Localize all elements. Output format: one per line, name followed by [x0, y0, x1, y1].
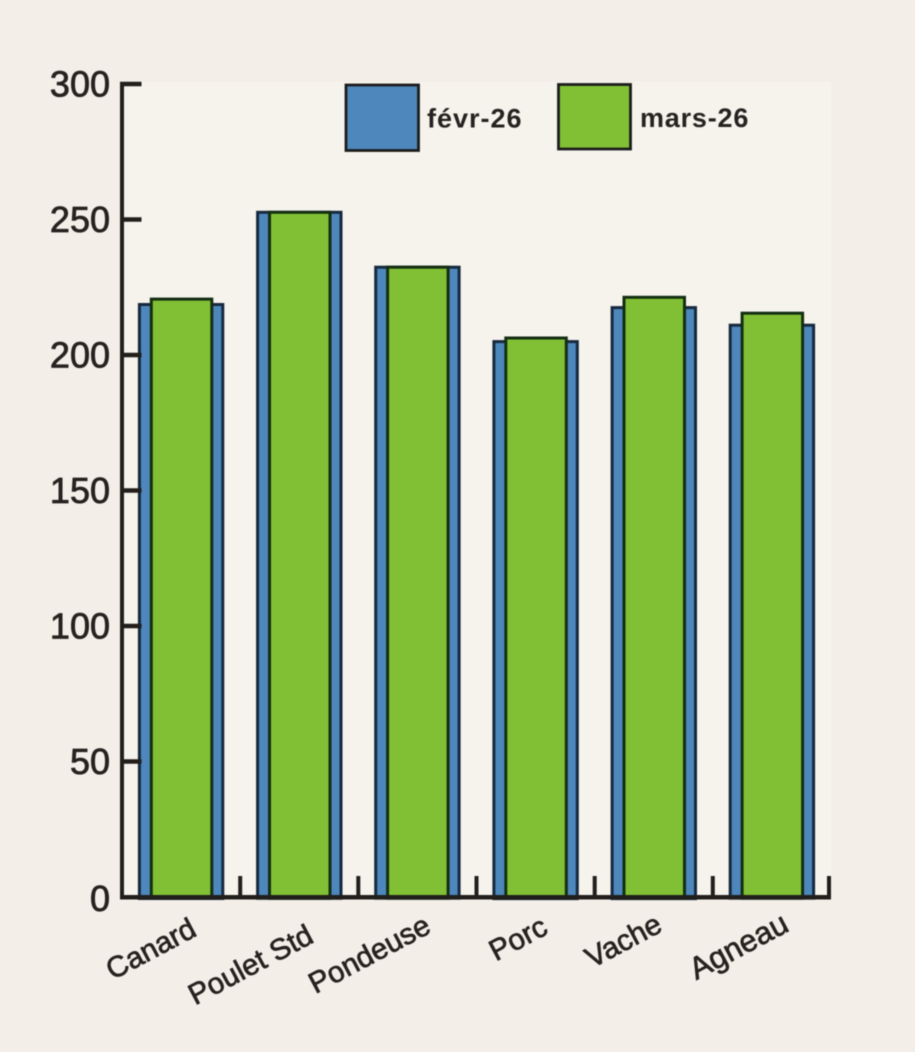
- svg-text:300: 300: [50, 64, 110, 105]
- svg-text:200: 200: [50, 335, 110, 376]
- svg-text:100: 100: [50, 606, 110, 647]
- svg-text:févr-26: févr-26: [427, 104, 523, 134]
- svg-text:150: 150: [50, 470, 110, 511]
- svg-text:0: 0: [90, 878, 110, 919]
- svg-text:50: 50: [70, 741, 110, 782]
- svg-text:mars-26: mars-26: [640, 103, 749, 133]
- svg-text:250: 250: [50, 199, 110, 240]
